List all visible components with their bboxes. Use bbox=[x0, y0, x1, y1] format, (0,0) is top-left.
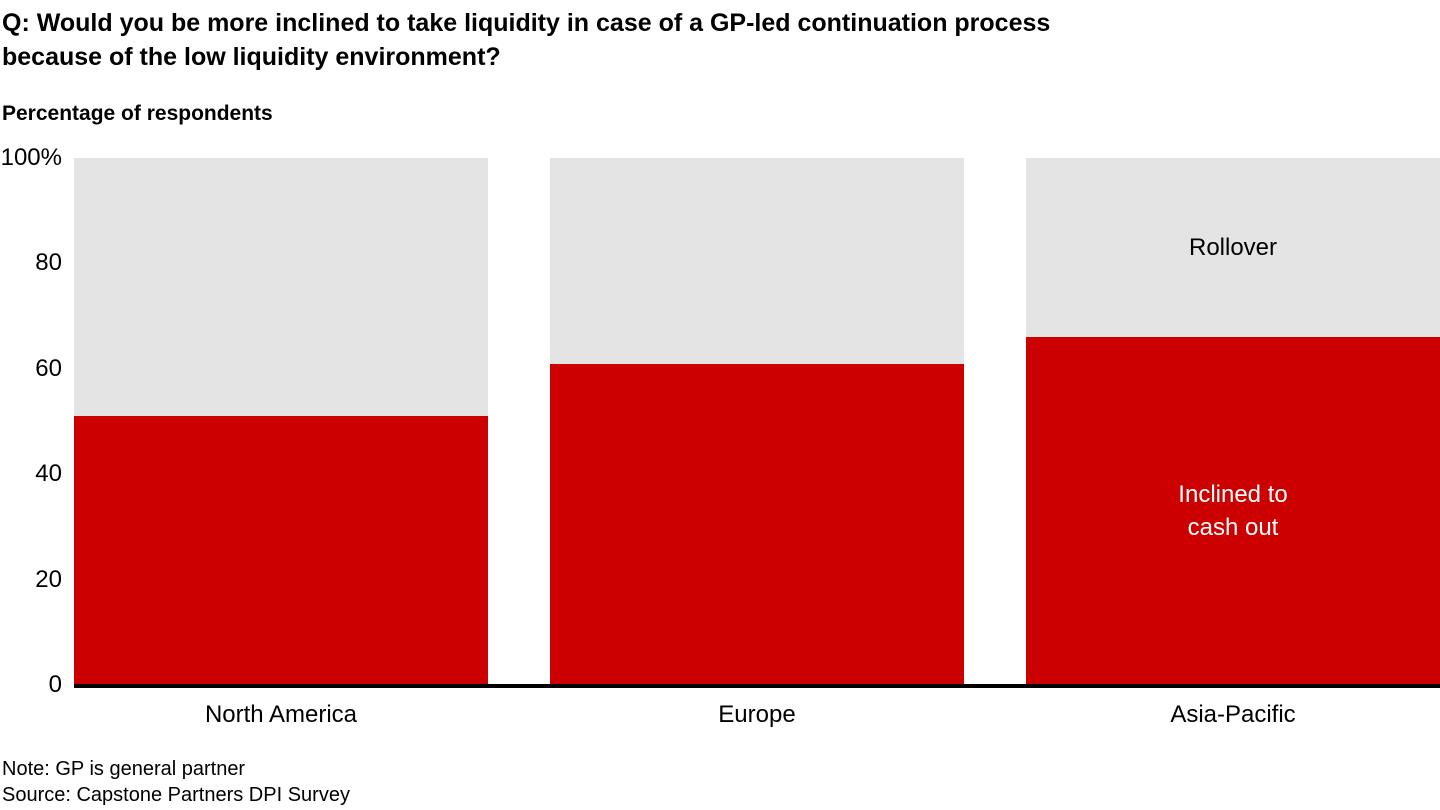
y-tick-label: 20 bbox=[35, 565, 62, 593]
y-tick-label: 100% bbox=[0, 144, 62, 171]
bars-area: North America Europe Rollover Inclined to c… bbox=[74, 158, 1440, 728]
segment-inclined-to-cash-out bbox=[74, 416, 488, 685]
bar-north-america: North America bbox=[74, 158, 488, 728]
source-text: Source: Capstone Partners DPI Survey bbox=[2, 784, 350, 806]
y-tick-label: 60 bbox=[35, 354, 62, 382]
rollover-series-label: Rollover bbox=[1188, 234, 1278, 262]
x-axis-category-label: Asia-Pacific bbox=[1170, 701, 1296, 728]
x-axis-category-label: North America bbox=[204, 701, 358, 728]
segment-rollover: Rollover bbox=[1026, 158, 1440, 338]
y-tick-label: 80 bbox=[35, 249, 62, 277]
y-axis-ticks: 100% 80 60 40 20 0 bbox=[0, 144, 62, 698]
y-axis-title: Percentage of respondents bbox=[2, 102, 273, 125]
inclined-to-cash-out-series-label: Inclined to cash out bbox=[1178, 481, 1288, 542]
y-tick-label: 0 bbox=[48, 671, 62, 698]
note-text: Note: GP is general partner bbox=[2, 758, 246, 780]
segment-rollover bbox=[550, 158, 964, 364]
y-tick-label: 40 bbox=[35, 460, 62, 488]
bar-asia-pacific: Rollover Inclined to cash out Asia-Pacific bbox=[1026, 158, 1440, 728]
segment-inclined-to-cash-out: Inclined to cash out bbox=[1026, 337, 1440, 685]
footnotes: Note: GP is general partner Source: Caps… bbox=[2, 756, 350, 808]
chart-title-line1: Q: Would you be more inclined to take li… bbox=[2, 9, 1051, 37]
chart-title-line2: because of the low liquidity environment… bbox=[2, 43, 501, 71]
bar-europe: Europe bbox=[550, 158, 964, 728]
segment-inclined-to-cash-out bbox=[550, 363, 964, 685]
x-axis-line bbox=[74, 684, 1440, 688]
segment-rollover bbox=[74, 158, 488, 417]
x-axis-category-label: Europe bbox=[718, 701, 796, 728]
chart-title: Q: Would you be more inclined to take li… bbox=[2, 6, 1050, 74]
